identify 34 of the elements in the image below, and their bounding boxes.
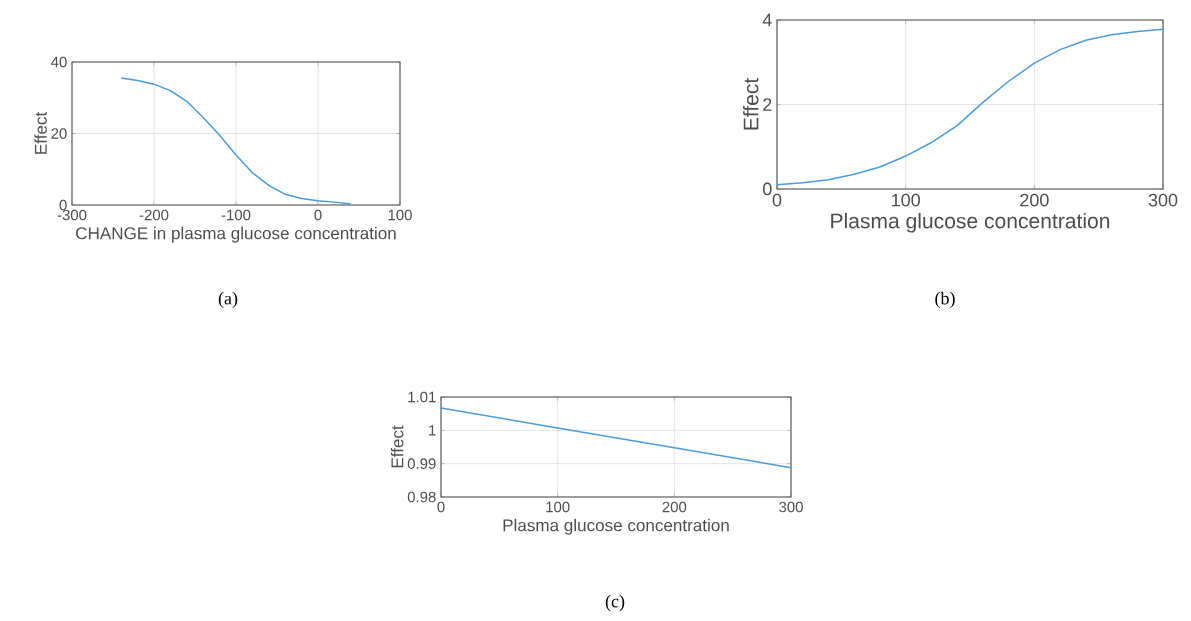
text: (c) — [605, 594, 625, 612]
x-tick-label: 0 — [314, 209, 322, 221]
y-tick-label: 0 — [763, 182, 772, 196]
x-tick-label: 200 — [1020, 193, 1049, 207]
y-tick-label: 20 — [51, 128, 67, 139]
y-tick-label: 4 — [762, 13, 772, 27]
y-tick-label: 0.99 — [407, 458, 436, 469]
y-axis-title: Effect — [390, 425, 404, 468]
x-tick-label: 300 — [1148, 193, 1178, 207]
line-series — [120, 77, 352, 205]
x-axis-title: Plasma glucose concentration — [831, 212, 1110, 233]
y-tick-label: 0.98 — [407, 491, 436, 503]
x-axis-title: CHANGE in plasma glucose concentration — [76, 226, 396, 243]
y-tick-label: 40 — [51, 56, 67, 68]
y-tick-label: 2 — [763, 98, 772, 111]
x-tick-label: 0 — [437, 501, 445, 513]
text: (b) — [935, 291, 955, 309]
x-tick-label: -200 — [139, 209, 169, 221]
line-series — [440, 407, 792, 469]
x-axis-title: Plasma glucose concentration — [503, 518, 729, 535]
y-axis-title: Effect — [34, 111, 47, 154]
text: (a) — [218, 291, 238, 309]
x-tick-label: 200 — [662, 501, 687, 513]
y-axis-title: Effect — [743, 77, 759, 130]
x-tick-label: 300 — [779, 501, 803, 513]
y-tick-label: 1 — [429, 425, 436, 436]
line-series — [776, 28, 1164, 186]
x-tick-label: 100 — [388, 209, 412, 221]
x-tick-label: 100 — [892, 193, 920, 207]
x-tick-label: -300 — [57, 209, 87, 221]
x-tick-label: -100 — [221, 209, 251, 221]
x-tick-label: 0 — [772, 193, 782, 207]
y-tick-label: 1.01 — [408, 391, 436, 403]
x-tick-label: 100 — [546, 501, 570, 513]
